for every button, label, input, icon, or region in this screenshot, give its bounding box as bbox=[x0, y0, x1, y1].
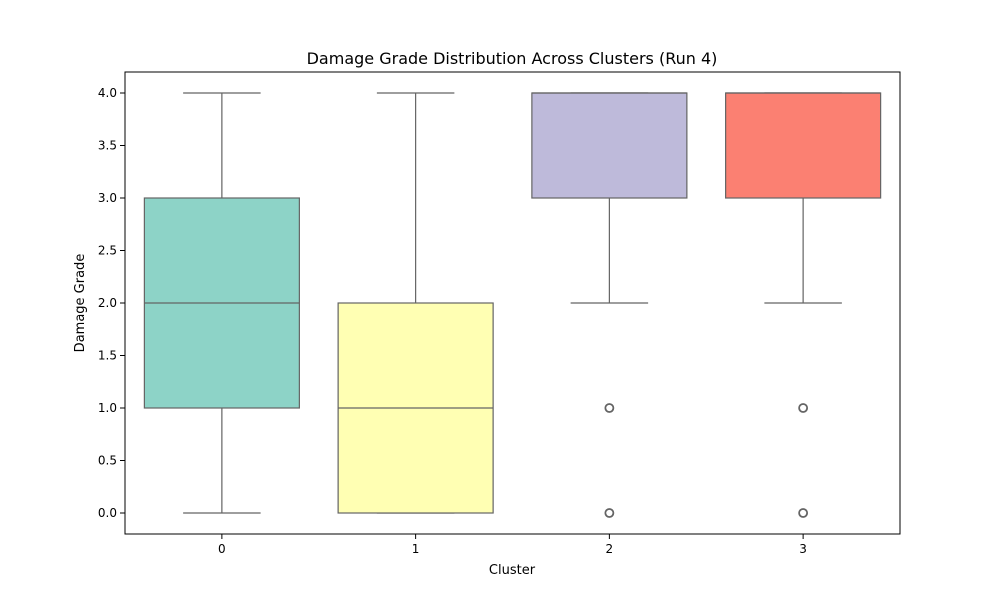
y-tick-label: 3.5 bbox=[98, 139, 117, 153]
outlier-point bbox=[604, 403, 615, 413]
x-tick-label: 0 bbox=[218, 542, 226, 556]
x-axis-label: Cluster bbox=[489, 563, 536, 578]
y-axis-label: Damage Grade bbox=[73, 254, 88, 353]
y-tick-label: 1.5 bbox=[98, 349, 117, 363]
outlier-point bbox=[798, 403, 809, 413]
box-cluster-0 bbox=[143, 92, 300, 514]
box-cluster-2 bbox=[531, 92, 688, 518]
y-tick-label: 2.5 bbox=[98, 244, 117, 258]
x-tick-label: 2 bbox=[606, 542, 614, 556]
outlier-point bbox=[604, 508, 615, 518]
x-tick-label: 1 bbox=[412, 542, 420, 556]
y-tick-label: 0.5 bbox=[98, 454, 117, 468]
y-tick-label: 1.0 bbox=[98, 401, 117, 415]
y-tick-label: 4.0 bbox=[98, 86, 117, 100]
y-tick-label: 2.0 bbox=[98, 296, 117, 310]
box-cluster-1 bbox=[337, 92, 494, 514]
box-cluster-3 bbox=[725, 92, 882, 518]
y-tick-label: 0.0 bbox=[98, 506, 117, 520]
outlier-point bbox=[798, 508, 809, 518]
iqr-box bbox=[531, 92, 688, 199]
chart-title: Damage Grade Distribution Across Cluster… bbox=[307, 49, 718, 68]
iqr-box bbox=[725, 92, 882, 199]
y-tick-label: 3.0 bbox=[98, 191, 117, 205]
plot-area: 0.0 0.5 1.0 1.5 2.0 2.5 3.0 3.5 4.0 0 1 2 3 bbox=[98, 71, 901, 556]
x-tick-label: 3 bbox=[799, 542, 807, 556]
